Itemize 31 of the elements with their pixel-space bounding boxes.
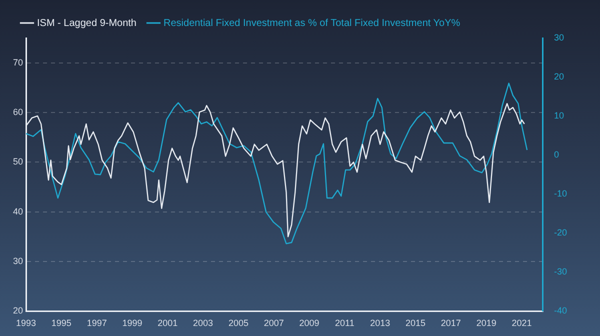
y2-tick-label: -40: [554, 306, 568, 316]
x-tick-label: 2003: [193, 318, 214, 328]
x-tick-label: 2013: [370, 318, 390, 328]
y2-tick-label: 0: [554, 150, 560, 160]
y2-tick-label: 20: [554, 72, 564, 82]
y-tick-label: 20: [12, 306, 24, 316]
x-tick-label: 2017: [440, 318, 461, 328]
y-tick-label: 50: [12, 156, 24, 167]
y-tick-label: 70: [12, 57, 24, 68]
y-tick-label: 40: [12, 206, 24, 216]
x-tick-label: 2001: [158, 318, 178, 328]
x-tick-label: 2007: [264, 318, 284, 328]
y2-tick-label: -20: [554, 228, 568, 238]
y-tick-label: 60: [12, 106, 24, 117]
x-tick-label: 1995: [51, 318, 72, 328]
x-tick-label: 2009: [299, 318, 320, 328]
x-tick-label: 2021: [512, 318, 532, 328]
legend-label: ISM - Lagged 9-Month: [37, 18, 136, 29]
x-tick-label: 2011: [335, 318, 354, 328]
y-tick-label: 30: [12, 256, 24, 266]
y2-tick-label: 30: [554, 32, 564, 42]
x-tick-label: 2019: [476, 318, 496, 328]
x-tick-label: 1999: [122, 318, 142, 328]
x-tick-label: 2015: [406, 318, 426, 328]
y2-tick-label: -10: [554, 188, 568, 199]
x-tick-label: 1993: [16, 318, 36, 328]
legend-label: Residential Fixed Investment as % of Total Fixed Investment YoY%: [163, 18, 460, 29]
x-tick-label: 1997: [86, 318, 107, 328]
y2-tick-label: -30: [554, 266, 568, 277]
y2-tick-label: 10: [554, 110, 564, 121]
x-tick-label: 2005: [228, 318, 248, 328]
